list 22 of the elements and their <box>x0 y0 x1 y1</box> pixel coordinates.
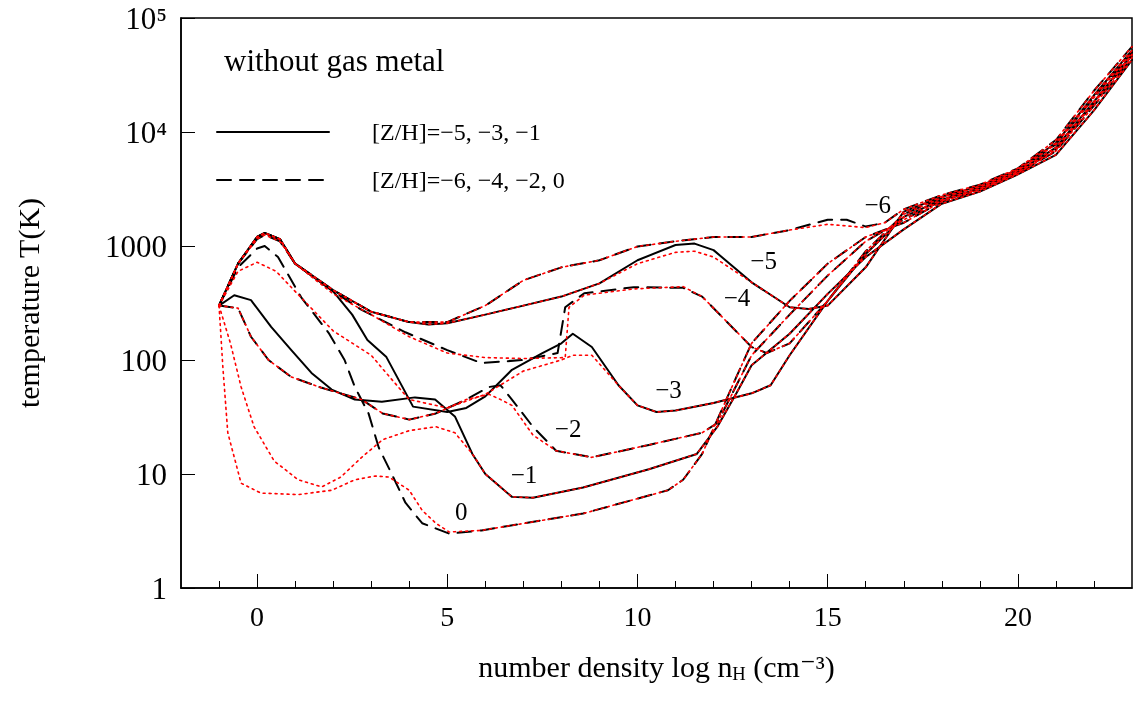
x-tick-label: 0 <box>250 600 265 632</box>
annotation: 0 <box>454 498 468 526</box>
annotation: −5 <box>750 246 777 274</box>
y-tick-label: 1000 <box>105 228 167 264</box>
x-tick-label: 15 <box>813 600 842 632</box>
annotation: −1 <box>510 461 538 489</box>
y-tick-label: 1 <box>151 570 167 606</box>
annotation: −2 <box>554 415 582 443</box>
x-tick-label: 10 <box>623 600 652 632</box>
legend-title: without gas metal <box>224 43 445 78</box>
x-tick-label: 5 <box>440 600 455 632</box>
legend-label: [Z/H]=−5, −3, −1 <box>372 119 541 145</box>
y-axis-title: temperature T(K) <box>11 197 46 409</box>
y-tick-label: 10⁵ <box>125 0 167 36</box>
y-tick-label: 100 <box>120 342 167 378</box>
legend-label: [Z/H]=−6, −4, −2, 0 <box>372 167 565 193</box>
annotation: −4 <box>723 284 751 312</box>
annotation: −3 <box>655 376 682 404</box>
annotation: −6 <box>864 191 892 219</box>
y-tick-label: 10⁴ <box>125 114 167 150</box>
y-tick-label: 10 <box>136 456 167 492</box>
x-tick-label: 20 <box>1003 600 1032 632</box>
